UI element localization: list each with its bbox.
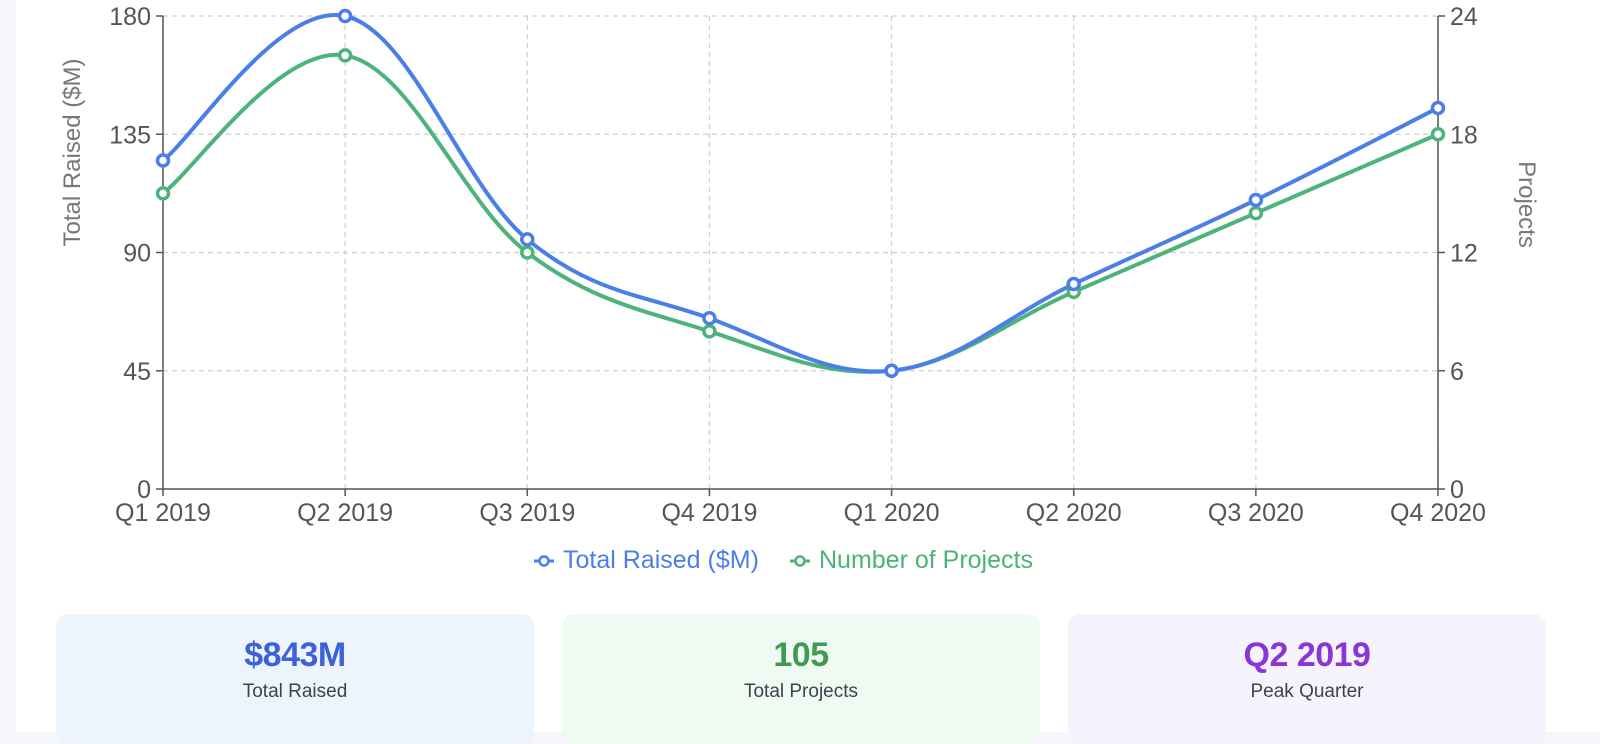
legend-marker-icon — [538, 555, 550, 567]
series-layer — [155, 8, 1446, 378]
stat-card-total-projects: 105 Total Projects — [562, 614, 1040, 744]
y-tick-label-right: 24 — [1450, 3, 1478, 31]
data-point-total-raised[interactable] — [1430, 100, 1446, 116]
data-point-total-raised[interactable] — [155, 153, 171, 168]
legend[interactable]: Total Raised ($M) Number of Projects — [534, 546, 1033, 574]
x-tick-label: Q3 2019 — [479, 499, 575, 527]
data-point-total-raised[interactable] — [884, 363, 899, 378]
legend-item-total-raised[interactable]: Total Raised ($M) — [534, 546, 759, 574]
data-point-total-raised[interactable] — [1066, 276, 1081, 292]
fundraising-line-chart: 0 45 90 135 180 0 6 12 18 24 Q1 2019 Q2 2019 Q3 2019… — [59, 3, 1540, 574]
y-tick-label-left: 135 — [109, 121, 151, 149]
data-point-number-of-projects[interactable] — [155, 186, 171, 201]
y-tick-label-right: 0 — [1450, 476, 1464, 504]
chart-panel — [16, 0, 1600, 732]
x-tick-label: Q1 2019 — [115, 499, 211, 527]
data-point-total-raised[interactable] — [702, 310, 717, 326]
y-axis-title-right: Projects — [1513, 161, 1540, 248]
stat-card-peak-quarter: Q2 2019 Peak Quarter — [1068, 614, 1546, 744]
y-tick-label-left: 45 — [123, 358, 151, 386]
grid-lines — [162, 15, 1439, 490]
data-point-number-of-projects[interactable] — [1430, 127, 1446, 142]
peak-quarter-value: Q2 2019 — [1243, 636, 1371, 674]
x-tick-label: Q2 2019 — [297, 499, 393, 527]
series-line-number-of-projects — [161, 52, 1439, 374]
y-axis-title-left: Total Raised ($M) — [59, 58, 86, 246]
x-tick-label: Q1 2020 — [844, 499, 940, 527]
total-projects-value: 105 — [773, 636, 829, 674]
series-line-total-raised — [161, 12, 1439, 374]
y-tick-label-right: 12 — [1450, 240, 1478, 268]
legend-item-number-of-projects[interactable]: Number of Projects — [790, 546, 1033, 574]
data-point-number-of-projects[interactable] — [337, 48, 353, 63]
y-tick-label-right: 6 — [1450, 358, 1464, 386]
x-tick-label: Q3 2020 — [1208, 499, 1304, 527]
y-tick-label-left: 90 — [123, 240, 151, 268]
axes: 0 45 90 135 180 0 6 12 18 24 Q1 2019 Q2 2019 Q3 2019… — [59, 3, 1540, 527]
y-tick-label-right: 18 — [1450, 121, 1478, 149]
y-tick-label-left: 180 — [109, 3, 151, 31]
x-tick-label: Q4 2019 — [661, 499, 757, 527]
y-tick-label-left: 0 — [137, 476, 151, 504]
data-point-total-raised[interactable] — [337, 8, 353, 24]
data-point-number-of-projects[interactable] — [702, 324, 717, 339]
legend-marker-icon — [794, 555, 806, 567]
peak-quarter-label: Peak Quarter — [1250, 681, 1364, 702]
total-raised-value: $843M — [244, 636, 346, 674]
total-projects-label: Total Projects — [743, 681, 859, 702]
data-point-total-raised[interactable] — [520, 232, 535, 247]
legend-label: Number of Projects — [819, 546, 1033, 574]
data-point-number-of-projects[interactable] — [520, 245, 535, 260]
data-point-total-raised[interactable] — [1248, 192, 1264, 208]
x-tick-label: Q4 2020 — [1390, 499, 1486, 527]
legend-label: Total Raised ($M) — [563, 546, 759, 574]
stat-card-total-raised: $843M Total Raised — [56, 614, 534, 744]
total-raised-label: Total Raised — [242, 681, 348, 702]
x-tick-label: Q2 2020 — [1026, 499, 1122, 527]
data-point-number-of-projects[interactable] — [1248, 205, 1264, 221]
